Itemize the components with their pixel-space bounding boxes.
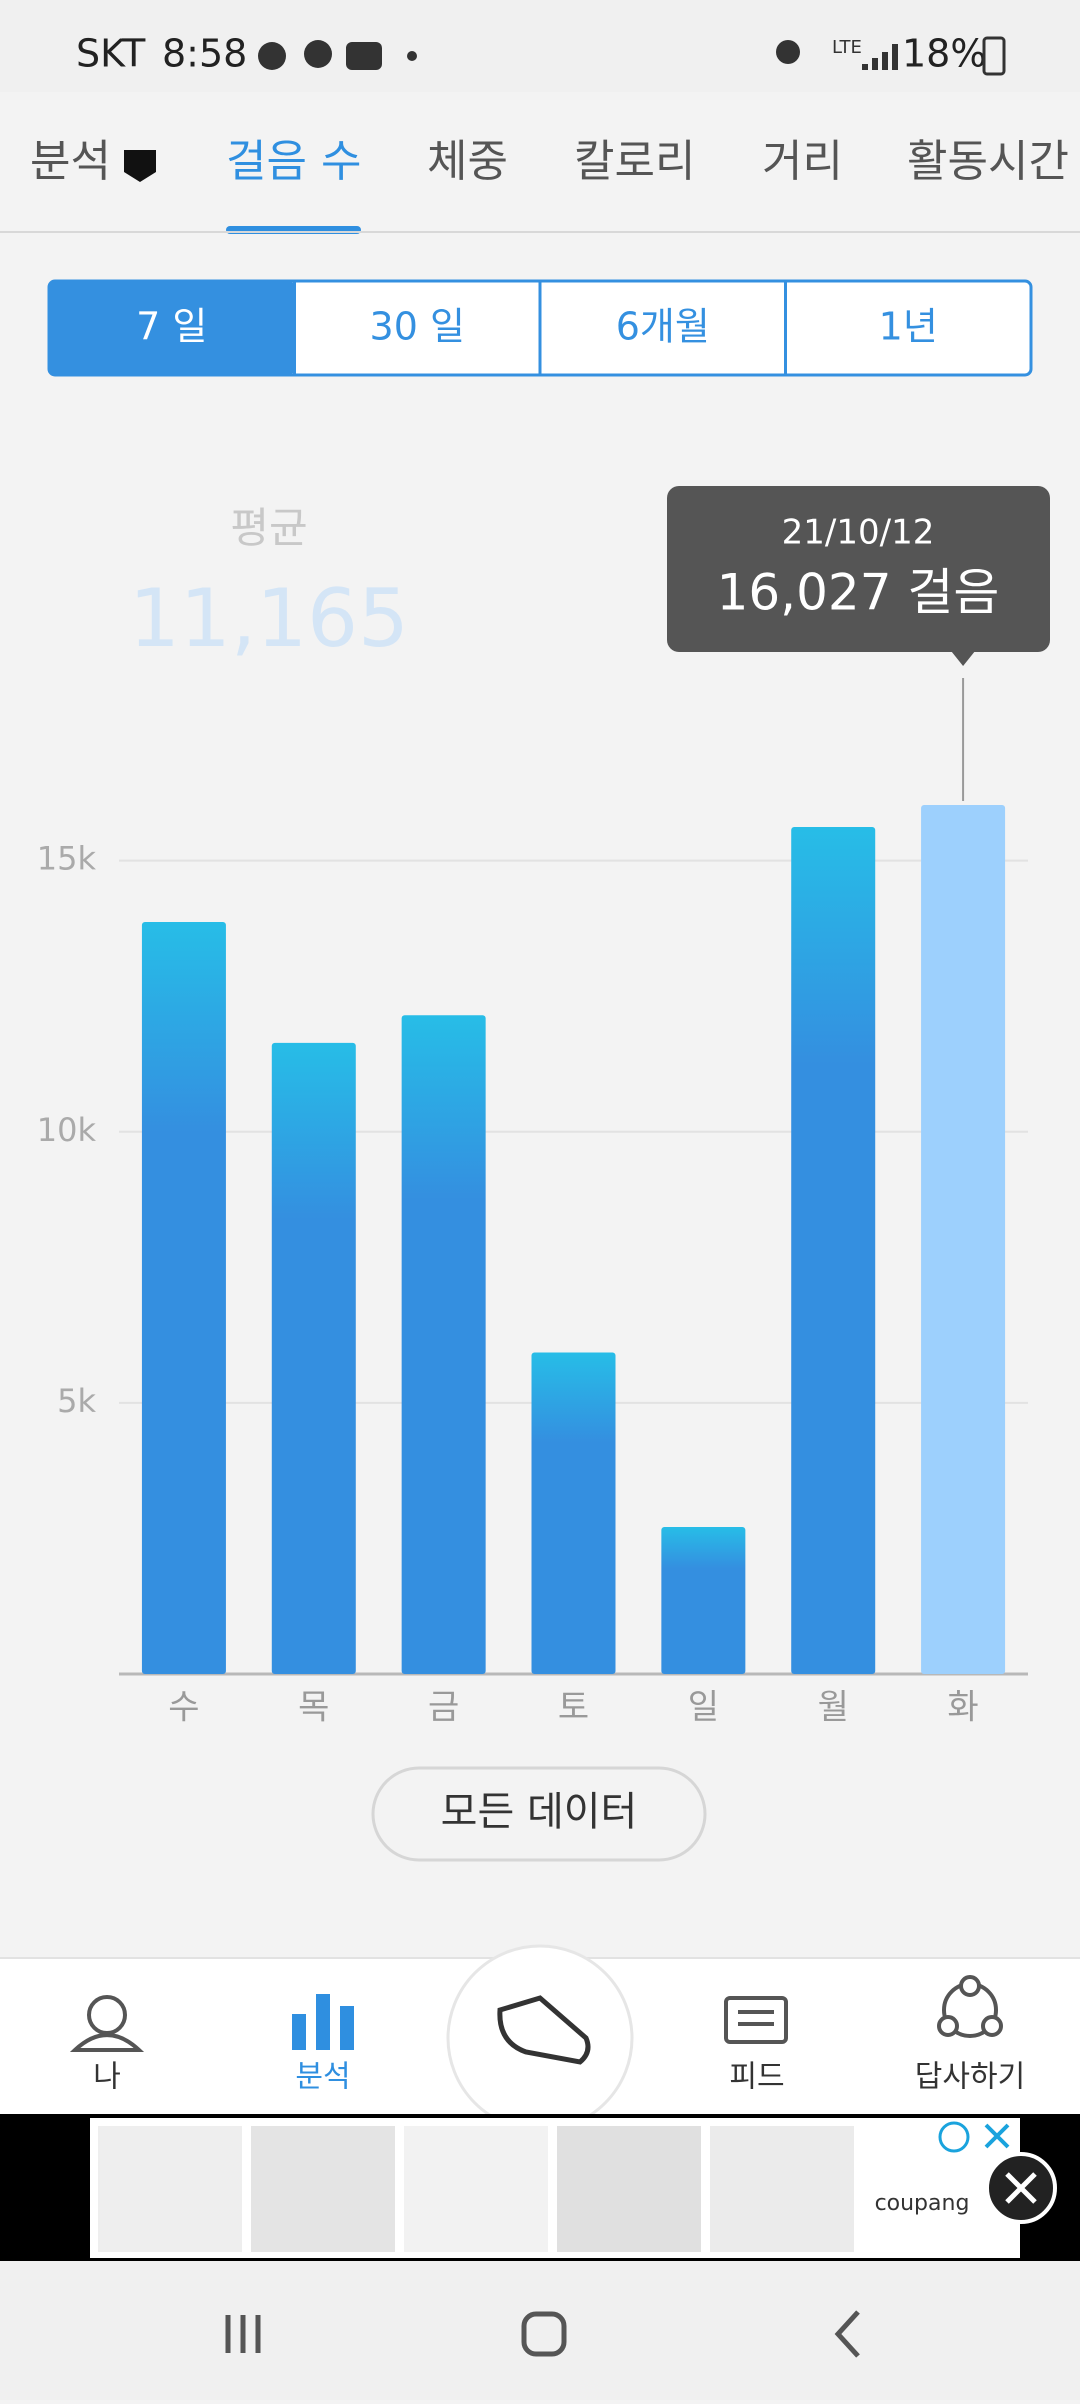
x-tick-label: 토	[558, 1688, 589, 1728]
shoe-icon[interactable]	[497, 1995, 591, 2065]
tooltip-date: 21/10/12	[782, 513, 935, 553]
summary-value: 11,165	[129, 572, 409, 665]
home-button[interactable]	[521, 2311, 567, 2357]
nav-label[interactable]: 나	[93, 2060, 121, 2095]
premium-badge	[124, 150, 156, 182]
bar[interactable]	[401, 1015, 486, 1674]
ad-image[interactable]	[557, 2126, 701, 2252]
location-icon	[776, 40, 800, 64]
y-tick-label: 5k	[57, 1382, 96, 1420]
tab[interactable]: 걸음 수	[226, 136, 361, 187]
bar[interactable]	[661, 1527, 746, 1674]
range-option[interactable]: 30 일	[370, 305, 465, 349]
bar[interactable]	[791, 827, 876, 1674]
range-selected[interactable]	[49, 281, 295, 375]
ad-image[interactable]	[404, 2126, 548, 2252]
nav-label[interactable]: 분석	[295, 2060, 350, 2095]
x-tick-label: 금	[428, 1688, 459, 1728]
status-bar	[0, 0, 1080, 92]
notif-icon	[304, 40, 332, 68]
explore-icon[interactable]	[981, 2015, 1003, 2037]
ad-image[interactable]	[98, 2126, 242, 2252]
tab[interactable]: 체중	[427, 136, 508, 187]
clock: 8:58	[162, 32, 247, 76]
x-tick-label: 월	[818, 1688, 849, 1728]
all-data-button[interactable]	[371, 1766, 707, 1862]
bar[interactable]	[271, 1042, 356, 1674]
tab[interactable]: 칼로리	[574, 136, 695, 187]
x-tick-label: 화	[947, 1688, 978, 1728]
x-tick-label: 수	[168, 1688, 199, 1728]
recents-button[interactable]	[225, 2315, 261, 2353]
youtube-icon	[346, 42, 382, 70]
carrier: SKT	[76, 32, 146, 76]
feed-icon[interactable]	[738, 2010, 774, 2026]
summary-label: 평균	[230, 504, 307, 553]
system-nav	[0, 2261, 1080, 2400]
range-option[interactable]: 6개월	[616, 305, 710, 349]
ad-image[interactable]	[710, 2126, 854, 2252]
x-tick-label: 일	[688, 1688, 719, 1728]
explore-icon[interactable]	[959, 1975, 981, 1997]
ad-close-x[interactable]	[984, 2123, 1010, 2149]
network: LTE	[832, 37, 862, 58]
battery: 18%	[902, 32, 986, 76]
back-button[interactable]	[834, 2310, 860, 2358]
feed-icon[interactable]	[724, 1996, 788, 2044]
profile-icon[interactable]	[69, 2033, 145, 2052]
bar[interactable]	[921, 804, 1006, 1674]
tooltip-value: 16,027 걸음	[717, 564, 1000, 622]
ad-brand[interactable]: coupang	[875, 2191, 970, 2216]
ad-info[interactable]	[938, 2121, 970, 2153]
y-tick-label: 10k	[37, 1111, 97, 1149]
tooltip	[667, 486, 1050, 652]
x-tick-label: 목	[298, 1688, 329, 1728]
tab-bar	[0, 92, 1080, 232]
nav-label[interactable]: 피드	[729, 2060, 784, 2095]
y-tick-label: 15k	[37, 840, 97, 878]
ad-content[interactable]	[90, 2118, 1020, 2258]
analysis-icon[interactable]	[292, 1994, 354, 2050]
bar[interactable]	[531, 1352, 616, 1674]
signal-icon	[862, 44, 898, 70]
all-data-label[interactable]: 모든 데이터	[441, 1789, 638, 1835]
tab[interactable]: 분석	[30, 136, 111, 187]
tab[interactable]: 활동시간	[907, 136, 1069, 187]
ad-close[interactable]	[1005, 2172, 1037, 2204]
ad-image[interactable]	[251, 2126, 395, 2252]
explore-icon[interactable]	[937, 2015, 959, 2037]
notif-icon	[258, 42, 286, 70]
tab[interactable]: 거리	[762, 136, 843, 187]
battery-icon	[982, 36, 1006, 76]
dot	[407, 51, 417, 61]
tooltip-pointer	[951, 651, 976, 666]
record-button[interactable]	[446, 1944, 634, 2132]
nav-label[interactable]: 답사하기	[915, 2060, 1025, 2095]
range-option[interactable]: 7 일	[136, 305, 207, 349]
bar[interactable]	[141, 921, 226, 1674]
range-option[interactable]: 1년	[879, 305, 938, 349]
